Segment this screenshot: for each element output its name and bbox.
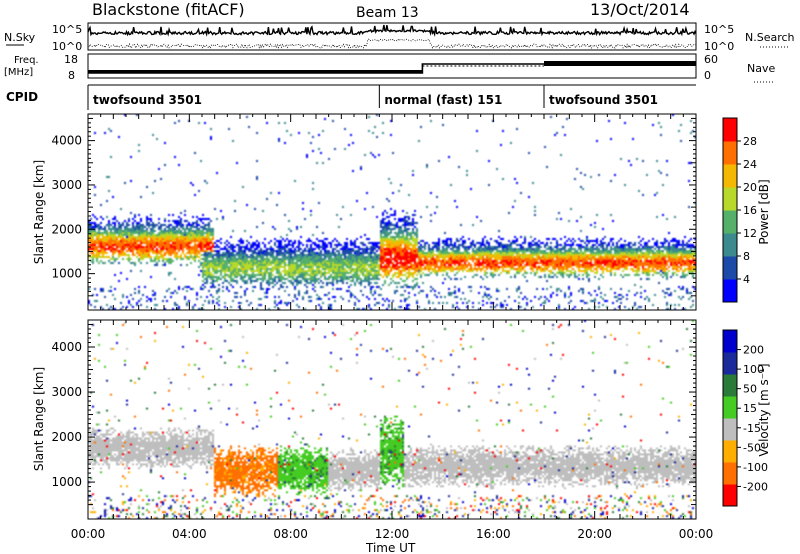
- velocity-ylabel: Slant Range [km]: [32, 367, 46, 471]
- time-tick-label: 00:00: [679, 527, 714, 541]
- power-cbar-swatch: [723, 187, 737, 211]
- velocity-ytick-label: 3000: [51, 385, 82, 399]
- time-tick-label: 08:00: [273, 527, 308, 541]
- nave-band-2: [544, 61, 696, 66]
- xlabel: Time UT: [365, 541, 416, 554]
- power-cbar-label: 16: [743, 204, 757, 217]
- velocity-cbar-swatch: [723, 462, 737, 485]
- time-axis-labels: 00:00 04:00 08:00 12:00 16:00 20:00 00:00: [71, 527, 714, 541]
- station-title: Blackstone (fitACF): [92, 0, 245, 19]
- power-y-axis: 4000 3000 2000 1000: [51, 117, 696, 297]
- velocity-cbar-frame: [722, 329, 738, 507]
- beam-label: Beam 13: [356, 5, 419, 21]
- time-tick-label: 20:00: [577, 527, 612, 541]
- velocity-cbar-label: 50: [743, 383, 757, 396]
- power-ytick-label: 3000: [51, 178, 82, 192]
- time-tick-label: 04:00: [172, 527, 207, 541]
- freq-units-label: [MHz]: [4, 67, 33, 78]
- cpid-segment-label: twofsound 3501: [549, 93, 658, 107]
- power-cbar-swatch: [723, 256, 737, 280]
- power-heatmap: [88, 114, 696, 310]
- nsky-trace: [87, 24, 697, 50]
- velocity-y-axis: 4000 3000 2000 1000: [51, 324, 696, 506]
- velocity-ytick-label: 2000: [51, 430, 82, 444]
- nsky-tick-top: 10^5: [52, 23, 82, 36]
- nsky-label: N.Sky: [4, 31, 36, 44]
- power-ytick-label: 1000: [51, 267, 82, 281]
- time-tick-label: 16:00: [476, 527, 511, 541]
- power-cbar-swatch: [723, 118, 737, 142]
- time-tick-label: 12:00: [375, 527, 410, 541]
- cpid-segment-label: normal (fast) 151: [384, 93, 502, 107]
- power-x-ticks: [87, 114, 697, 310]
- power-ytick-label: 2000: [51, 222, 82, 236]
- velocity-cbar-label: 200: [743, 344, 764, 357]
- freq-label: Freq.: [14, 55, 39, 66]
- nsearch-tick-bottom: 10^0: [704, 40, 734, 53]
- velocity-cbar-label: Velocity [m s⁻¹]: [757, 363, 771, 456]
- velocity-cbar-swatch: [723, 484, 737, 507]
- velocity-cbar-swatch: [723, 352, 737, 375]
- power-cbar-label: 28: [743, 135, 757, 148]
- velocity-ytick-label: 4000: [51, 340, 82, 354]
- power-cbar-swatch: [723, 279, 737, 303]
- nave-band-1: [88, 70, 423, 73]
- power-cbar-label: 20: [743, 181, 757, 194]
- cpid-segment-label: twofsound 3501: [93, 93, 202, 107]
- velocity-colorbar: 200 100 50 15 -15 -50 -100 -200: [722, 329, 768, 507]
- power-colorbar: 28 24 20 16 12 8 4: [722, 117, 757, 303]
- time-tick-label: 00:00: [71, 527, 106, 541]
- freq-trace: [88, 61, 696, 74]
- nsearch-line: [87, 38, 697, 50]
- velocity-cbar-label: 15: [743, 402, 757, 415]
- velocity-cbar-swatch: [723, 330, 737, 353]
- velocity-cbar-label: -200: [743, 480, 768, 493]
- power-ytick-label: 4000: [51, 134, 82, 148]
- date-label: 13/Oct/2014: [590, 0, 690, 19]
- power-cbar-label: 24: [743, 158, 757, 171]
- velocity-cbar-swatch: [723, 440, 737, 463]
- power-cbar-swatch: [723, 233, 737, 257]
- nsearch-label: N.Search: [745, 31, 795, 44]
- cpid-row: twofsound 3501 normal (fast) 151 twofsound…: [87, 85, 658, 110]
- velocity-cbar-label: -15: [743, 422, 761, 435]
- nave-tick-top: 60: [704, 53, 718, 66]
- velocity-cbar-swatch: [723, 418, 737, 441]
- power-cbar-label: 4: [743, 273, 750, 286]
- nsky-line: [87, 24, 697, 38]
- power-cbar-swatch: [723, 164, 737, 188]
- nsearch-tick-top: 10^5: [704, 23, 734, 36]
- velocity-cbar-label: -50: [743, 441, 761, 454]
- nsky-panel: [87, 22, 697, 51]
- nave-tick-bottom: 0: [704, 69, 711, 82]
- nave-label: Nave: [747, 62, 775, 75]
- velocity-ytick-label: 1000: [51, 475, 82, 489]
- velocity-cbar-swatch: [723, 374, 737, 397]
- velocity-cbar-swatch: [723, 396, 737, 419]
- nsky-tick-bottom: 10^0: [52, 40, 82, 53]
- freq-tick-top: 18: [64, 53, 78, 66]
- power-cbar-label: Power [dB]: [757, 179, 771, 244]
- power-cbar-label: 12: [743, 227, 757, 240]
- velocity-cbar-label: -100: [743, 461, 768, 474]
- power-cbar-label: 8: [743, 250, 750, 263]
- velocity-x-ticks: [87, 320, 697, 519]
- power-ylabel: Slant Range [km]: [32, 160, 46, 264]
- velocity-cbar-label: 100: [743, 363, 764, 376]
- cpid-label: CPID: [6, 90, 38, 104]
- velocity-heatmap: [88, 320, 696, 519]
- power-cbar-swatch: [723, 210, 737, 234]
- power-cbar-swatch: [723, 141, 737, 165]
- freq-tick-bottom: 8: [68, 69, 75, 82]
